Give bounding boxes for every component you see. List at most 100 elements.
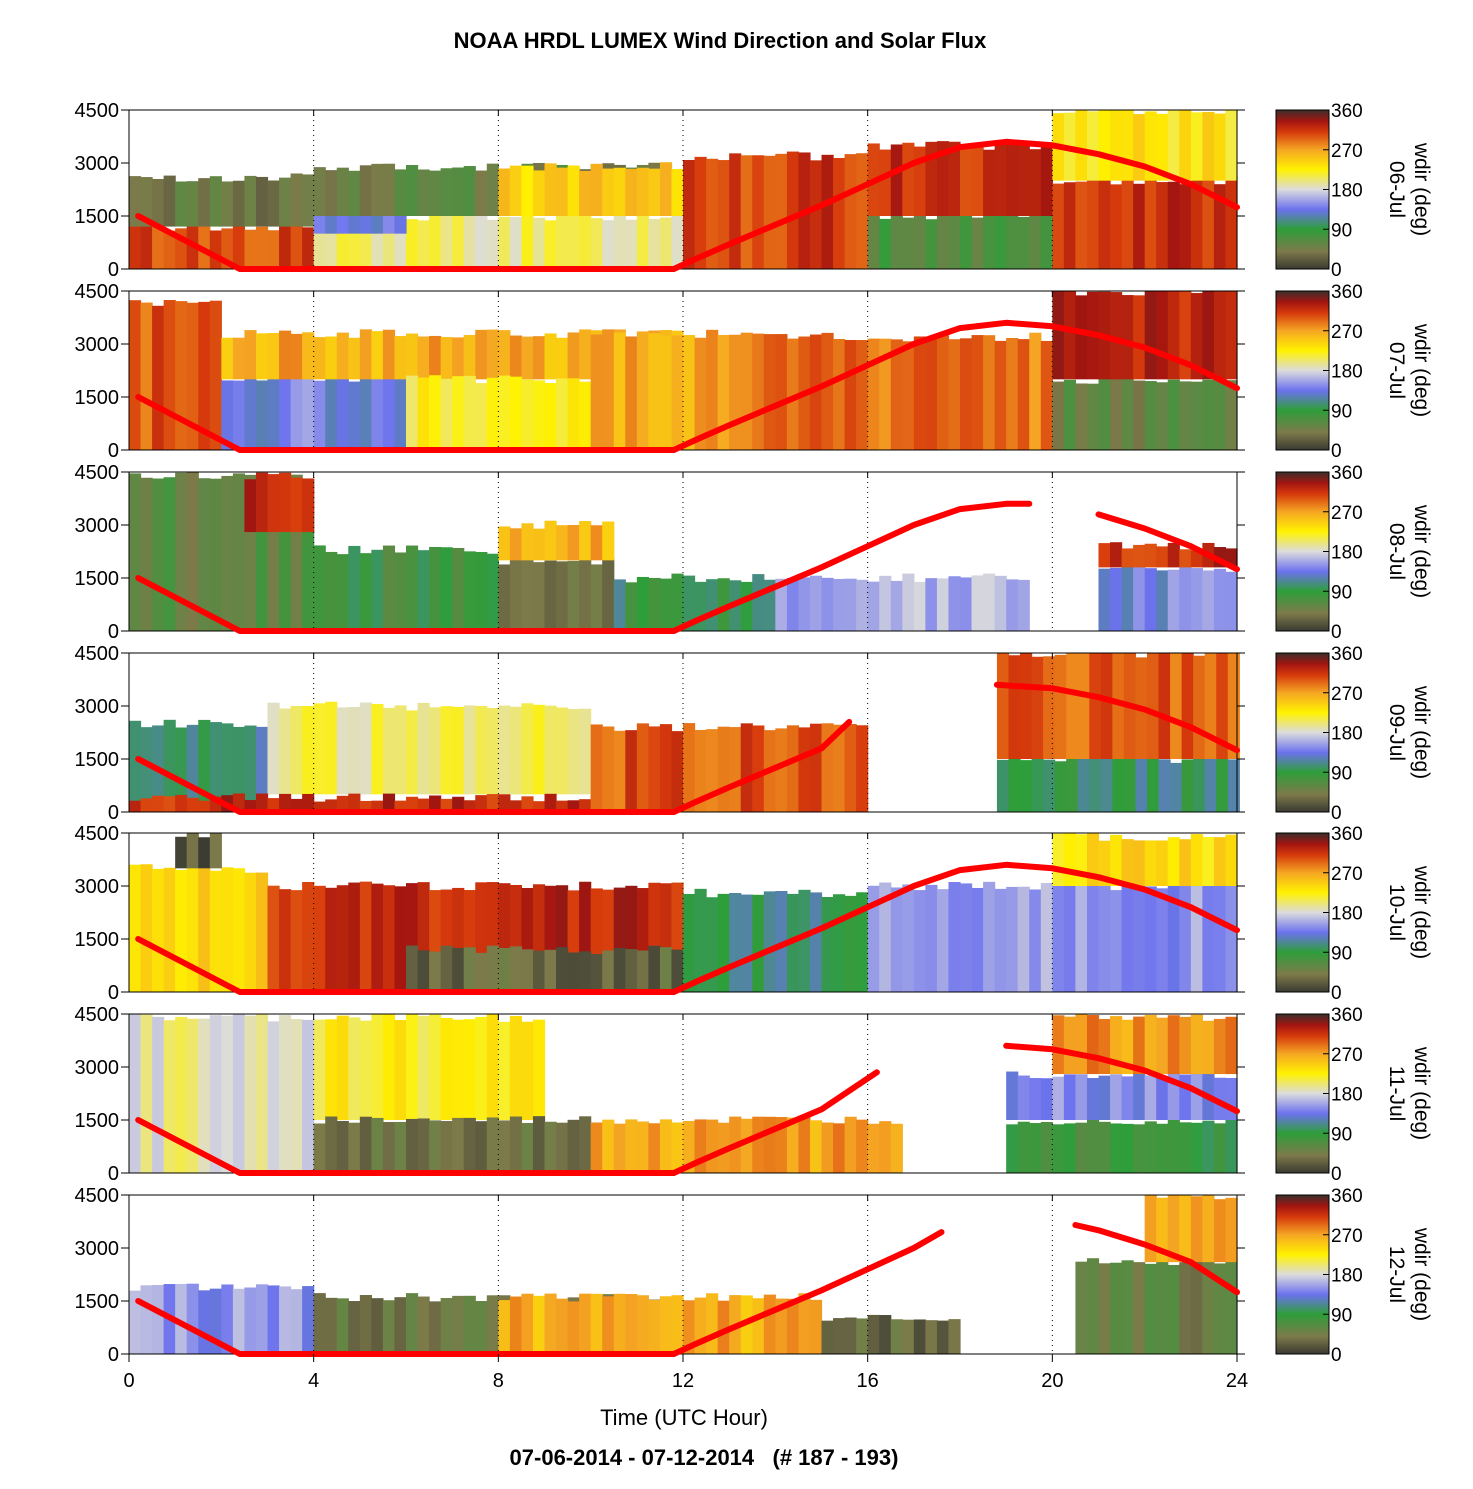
heatmap-cell [1089,653,1102,759]
heatmap-cell [1121,110,1134,181]
heatmap-cell [971,575,984,631]
heatmap-cell [175,1016,188,1173]
heatmap-cell [717,893,730,992]
heatmap-cell [752,574,765,631]
y-tick-label: 4500 [75,1185,120,1207]
heatmap-cell [348,1017,361,1120]
heatmap-cell [325,1019,338,1120]
heatmap-cell [394,705,407,795]
heatmap-cell [936,578,950,631]
y-tick-label: 0 [108,1344,119,1366]
heatmap-cell [486,377,499,450]
heatmap-cell [244,229,257,269]
heatmap-cell [913,336,926,450]
heatmap-cell [152,178,165,227]
heatmap-cell [129,225,142,269]
heatmap-cell [1040,211,1053,269]
heatmap-cell [821,1320,834,1354]
heatmap-cell [1225,834,1238,886]
heatmap-cell [371,163,384,216]
heatmap-cell [1179,1016,1192,1075]
heatmap-cell [994,575,1007,631]
heatmap-cell [452,796,465,812]
heatmap-cell [244,376,257,450]
colorbar-bar [1275,109,1330,270]
heatmap-cell [556,947,569,992]
heatmap-cell [1017,886,1030,992]
heatmap-cell [521,523,534,561]
y-tick-label: 3000 [75,876,120,898]
heatmap-cell [429,170,442,216]
heatmap-cell [267,798,280,812]
heatmap-cell [775,1298,788,1354]
heatmap-cell [556,800,569,812]
heatmap-cell [1202,379,1215,450]
heatmap-cell [1202,1260,1215,1354]
colorbar-label: wdir (deg) [1410,1227,1433,1321]
heatmap-cell [1167,569,1180,631]
heatmap-cell [129,473,142,631]
heatmap-cell [1029,149,1042,216]
solar-flux-line [135,861,1240,995]
x-tick-label: 4 [308,1370,319,1392]
colorbar-tick-label: 360 [1331,1005,1363,1026]
heatmap-cell [856,892,869,992]
heatmap-cell [382,377,396,450]
heatmap-cell [1006,214,1019,269]
heatmap-cell [232,868,246,992]
heatmap-cell [1179,381,1192,450]
heatmap-cell [683,335,696,450]
heatmap-cell [763,155,776,269]
heatmap-cell [244,725,257,812]
heatmap-cell [936,141,950,216]
heatmap-cell [648,219,661,269]
heatmap-cell [1020,760,1033,812]
heatmap-cell [463,551,476,631]
heatmap-cell [509,946,523,992]
heatmap-cell [140,798,153,812]
heatmap-cell [244,479,257,533]
y-tick-label: 1500 [75,1291,120,1313]
heatmap-cell [140,1014,153,1173]
heatmap-cell [1017,141,1030,216]
y-tick-label: 0 [108,621,119,643]
heatmap-cell [960,148,973,216]
heatmap-cell [786,338,800,450]
heatmap-cell [659,217,673,269]
heatmap-cell [394,886,407,992]
heatmap-cell [971,144,984,216]
heatmap-cell [683,893,696,992]
heatmap-cell [1121,1123,1134,1173]
solar-flux-line [1095,511,1240,573]
heatmap-cell [440,547,453,631]
heatmap-cell [983,335,996,450]
y-tick-label: 1500 [75,749,120,771]
heatmap-cell [1031,757,1044,812]
heatmap-cell [786,1117,800,1173]
colorbar-bar [1275,471,1330,632]
heatmap-cell [579,799,592,812]
heatmap-cell [1017,1075,1030,1120]
heatmap-cell [417,169,430,216]
heatmap-cell [833,1123,846,1173]
heatmap-cell [532,1295,546,1354]
colorbar-tick-label: 0 [1331,1345,1342,1366]
heatmap-cell [1225,110,1238,181]
heatmap-cell [1144,381,1157,450]
heatmap-cell [1144,1195,1157,1263]
heatmap-cell [1190,293,1203,380]
colorbar-tick-label: 90 [1331,1305,1352,1326]
heatmap-cell [429,1120,442,1173]
heatmap-cell [509,335,523,380]
solar-flux-line [135,718,853,815]
heatmap-cell [463,166,476,216]
heatmap-cell [232,380,246,450]
heatmap-cell [440,945,453,992]
heatmap-cell [567,214,580,269]
heatmap-cell [602,220,615,269]
heatmap-cell [255,726,269,812]
heatmap-cell [267,180,280,227]
heatmap-cell [382,1122,396,1173]
heatmap-cell [348,882,361,992]
heatmap-cell [359,881,372,992]
